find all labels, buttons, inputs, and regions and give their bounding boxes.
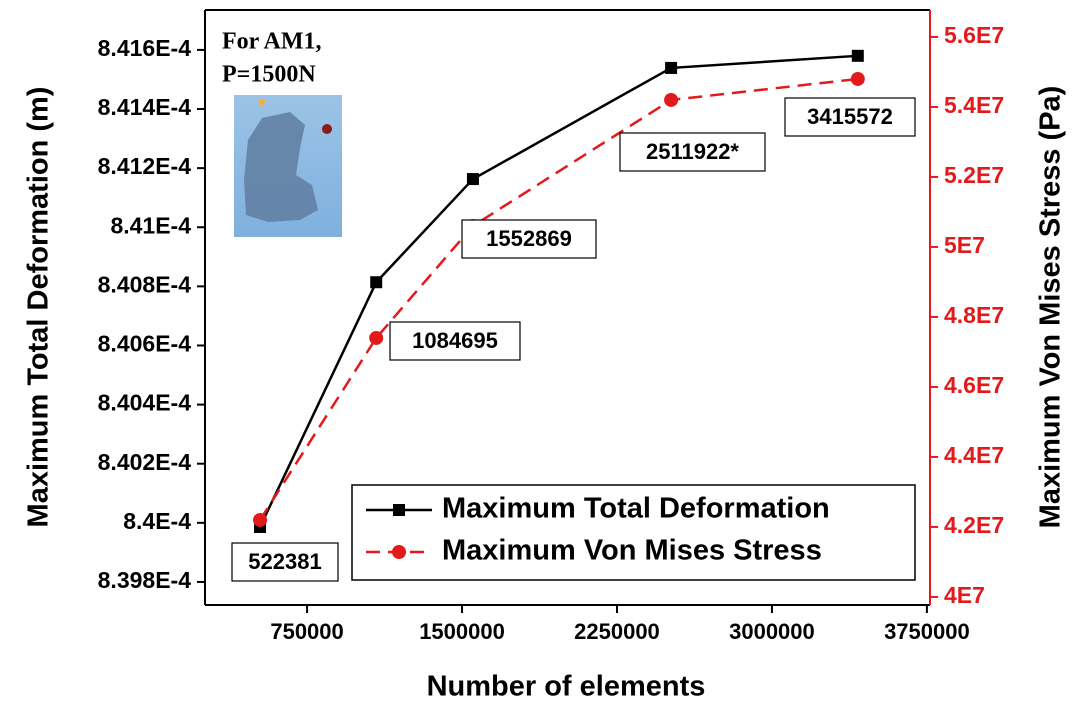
- annotation: P=1500N: [222, 62, 316, 88]
- y2-tick-label: 5E7: [944, 232, 985, 258]
- point-label: 522381: [248, 549, 321, 574]
- y2-tick-label: 4.6E7: [944, 372, 1004, 398]
- inset-image: [234, 95, 342, 237]
- y-tick-label: 8.41E-4: [110, 212, 191, 238]
- x-axis-title: Number of elements: [427, 671, 706, 703]
- y-tick-label: 8.398E-4: [98, 567, 192, 593]
- y2-tick-label: 5.6E7: [944, 22, 1004, 48]
- marker: [851, 72, 865, 86]
- x-tick-label: 1500000: [419, 619, 505, 644]
- x-tick-label: 3000000: [729, 619, 815, 644]
- legend-marker: [393, 504, 405, 516]
- y2-axis-title: Maximum Von Mises Stress (Pa): [1035, 86, 1067, 529]
- marker: [253, 513, 267, 527]
- legend-marker: [392, 545, 406, 559]
- point-label: 2511922*: [646, 139, 739, 164]
- y-tick-label: 8.402E-4: [98, 449, 192, 475]
- point-label: 3415572: [807, 104, 893, 129]
- y2-tick-label: 4.2E7: [944, 512, 1004, 538]
- point-label: 1084695: [412, 328, 498, 353]
- series-line: [260, 79, 858, 520]
- legend-label: Maximum Total Deformation: [442, 493, 830, 525]
- marker: [467, 173, 479, 185]
- y2-tick-label: 4E7: [944, 582, 985, 608]
- annotation: For AM1,: [222, 29, 322, 55]
- y-tick-label: 8.416E-4: [98, 35, 192, 61]
- marker: [852, 50, 864, 62]
- marker: [369, 331, 383, 345]
- y-tick-label: 8.408E-4: [98, 271, 192, 297]
- x-tick-label: 750000: [270, 619, 343, 644]
- y-tick-label: 8.406E-4: [98, 331, 192, 357]
- series-line: [260, 56, 858, 527]
- y-tick-label: 8.404E-4: [98, 390, 192, 416]
- legend-label: Maximum Von Mises Stress: [442, 535, 822, 567]
- marker: [664, 93, 678, 107]
- point-label: 1552869: [486, 226, 572, 251]
- y-tick-label: 8.412E-4: [98, 153, 192, 179]
- x-tick-label: 2250000: [574, 619, 660, 644]
- marker: [665, 62, 677, 74]
- y2-tick-label: 5.4E7: [944, 92, 1004, 118]
- y-tick-label: 8.414E-4: [98, 94, 192, 120]
- marker: [370, 276, 382, 288]
- y2-tick-label: 4.8E7: [944, 302, 1004, 328]
- chart: For AM1, P=1500N Maximum Total Deformati…: [0, 0, 1078, 704]
- y-tick-label: 8.4E-4: [123, 508, 191, 534]
- x-tick-label: 3750000: [884, 619, 970, 644]
- y-axis-title: Maximum Total Deformation (m): [23, 87, 55, 528]
- y2-tick-label: 4.4E7: [944, 442, 1004, 468]
- y2-tick-label: 5.2E7: [944, 162, 1004, 188]
